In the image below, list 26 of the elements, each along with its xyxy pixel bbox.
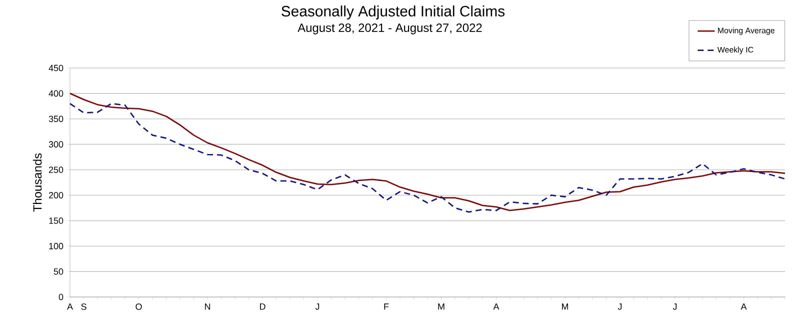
x-tick-label: N [205,304,210,310]
y-tick-label: 350 [48,116,64,122]
y-tick-label: 400 [48,90,64,97]
y-tick-label: 200 [48,192,64,198]
y-tick-label: 250 [48,166,64,173]
chart-subtitle: August 28, 2021 - August 27, 2022 [298,24,482,34]
y-tick-label: 300 [48,141,64,148]
x-tick-label: S [81,304,86,310]
x-tick-label: A [493,304,500,310]
x-tick-label: O [136,304,142,310]
y-tick-label: 50 [54,268,64,275]
x-tick-label: J [618,304,622,310]
x-tick-label: A [740,304,747,310]
x-tick-label: J [672,304,677,310]
y-tick-label: 0 [58,294,64,300]
y-tick-label: 450 [48,64,64,72]
x-tick-label: J [315,304,320,310]
y-tick-label: 100 [49,242,64,250]
x-tick-label: D [260,304,266,310]
x-tick-label: M [438,304,444,310]
chart-title: Seasonally Adjusted Initial Claims [282,6,505,20]
x-tick-label: A [67,304,73,310]
y-axis-title: Thousands [32,153,42,212]
x-tick-label: M [562,304,568,310]
y-tick-label: 150 [49,217,64,224]
x-tick-label: F [384,304,389,310]
